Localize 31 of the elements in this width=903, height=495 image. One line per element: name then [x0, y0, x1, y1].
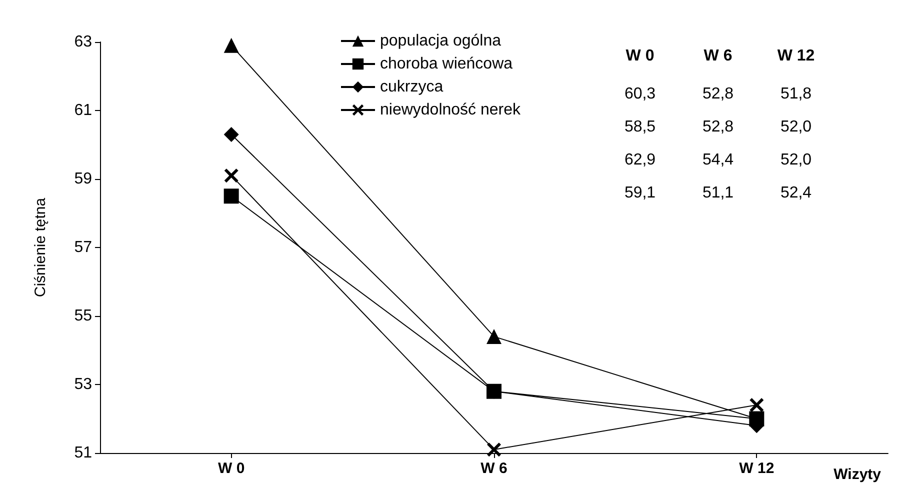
x-tick-label: W 12 [739, 460, 774, 477]
y-tick-label: 61 [74, 102, 92, 119]
y-tick-label: 57 [74, 239, 92, 256]
legend-label: populacja ogólna [380, 32, 502, 50]
y-tick-label: 59 [74, 170, 92, 188]
annotation: 62,9 [624, 152, 656, 168]
y-tick-label: 63 [74, 34, 92, 50]
annotation: 59,1 [624, 184, 656, 202]
legend-label: niewydolność nerek [380, 102, 522, 118]
annotation: W 12 [777, 48, 815, 64]
y-tick-label: 53 [74, 376, 92, 393]
annotation: 51,8 [780, 86, 812, 102]
annotation: 58,5 [624, 118, 656, 136]
annotation: 54,4 [702, 152, 734, 168]
annotation: 51,1 [702, 184, 734, 202]
annotation: 52,8 [702, 86, 734, 102]
x-axis-title: Wizyty [834, 466, 882, 483]
annotation: 52,4 [780, 184, 812, 202]
annotation: 60,3 [624, 86, 656, 102]
x-tick-label: W 6 [480, 460, 508, 477]
y-axis-title: Ciśnienie tętna [32, 197, 49, 298]
y-tick-label: 55 [74, 308, 92, 324]
y-tick-label: 51 [74, 444, 92, 462]
annotation: 52,0 [780, 118, 812, 136]
annotation: 52,0 [780, 152, 812, 168]
legend-label: choroba wieńcowa [380, 56, 513, 72]
annotation: W 0 [626, 48, 654, 64]
x-tick-label: W 0 [218, 460, 245, 477]
legend-label: cukrzyca [380, 78, 444, 96]
annotation: W 6 [704, 48, 732, 64]
annotation: 52,8 [702, 118, 734, 136]
